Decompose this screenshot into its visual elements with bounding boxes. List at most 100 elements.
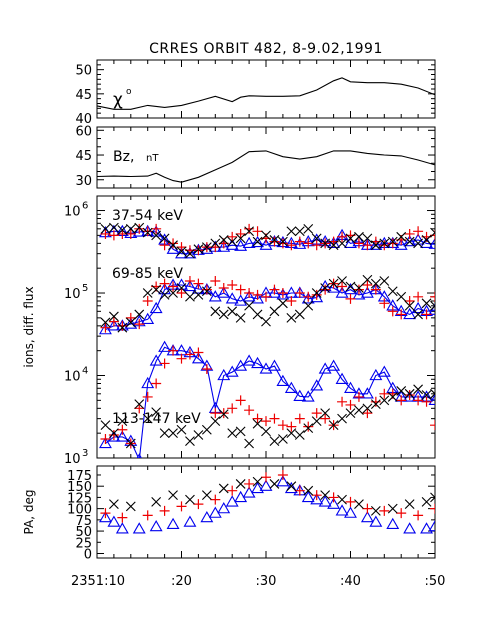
flux-plus-point	[142, 226, 153, 237]
flux-plus-point	[108, 430, 119, 441]
pa-plus-point	[379, 505, 390, 516]
flux-triangle-point	[335, 372, 349, 384]
bz-series-line	[97, 150, 435, 183]
flux-x-point	[413, 309, 423, 320]
chi-data	[97, 77, 435, 110]
flux-x-point	[379, 395, 390, 406]
flux-x-point	[286, 428, 297, 439]
pa-triangle-point	[420, 522, 433, 534]
bz-ytick-label: 60	[75, 124, 92, 139]
flux-plus-point	[252, 413, 263, 424]
flux-x-point	[109, 311, 119, 322]
flux-x-point	[404, 388, 415, 399]
flux-x-point	[421, 235, 432, 245]
pa-plus-point	[413, 510, 424, 521]
flux-plus-point	[108, 230, 119, 241]
flux-plus-point	[151, 378, 162, 389]
flux-x-point	[362, 233, 373, 244]
flux-x-point	[311, 416, 322, 427]
pa-triangle-point	[259, 479, 273, 491]
pa-plus-point	[277, 469, 288, 480]
flux-triangle-point	[344, 381, 357, 393]
flux-x-point	[261, 316, 271, 327]
flux-plus-point	[404, 390, 415, 401]
flux-plus-point	[100, 228, 111, 239]
pa-triangle-point	[284, 481, 298, 494]
flux-plus-point	[168, 238, 179, 249]
pa-ytick-label: 150	[67, 480, 92, 495]
flux-x-point	[278, 434, 288, 444]
pa-plus-point	[159, 505, 170, 516]
x-tick-label: :30	[256, 574, 277, 589]
x-tick-label: :40	[340, 574, 361, 589]
pa-x-point	[269, 479, 280, 489]
flux-x-point	[354, 231, 364, 242]
flux-triangle-point	[183, 279, 197, 292]
flux-plus-point	[303, 421, 314, 432]
flux-triangle-point	[276, 288, 290, 300]
pa-x-point	[109, 499, 119, 510]
flux-triangle-point	[251, 292, 264, 304]
flux-plus-point	[320, 284, 331, 295]
flux-plus-point	[142, 391, 153, 402]
flux-triangle-point	[141, 376, 155, 389]
bz-label: Bz,	[113, 149, 134, 165]
x-tick-label: :50	[425, 574, 446, 589]
flux-plus-point	[396, 309, 407, 320]
pa-plus-point	[261, 472, 271, 483]
flux-plus-point	[261, 416, 271, 427]
flux-triangle-point	[428, 393, 435, 406]
flux-x-point	[252, 236, 263, 247]
flux-x-point	[387, 236, 398, 247]
flux-plus-point	[337, 281, 348, 292]
flux-x-point	[252, 418, 263, 429]
flux-plus-point	[413, 291, 424, 302]
pa-triangle-point	[276, 475, 290, 487]
flux-plus-point	[269, 236, 280, 247]
flux-plus-point	[125, 228, 136, 239]
pa-x-point	[235, 479, 246, 489]
bz-panel: 30 45 60 Bz, nT	[75, 124, 436, 189]
flux-x-point	[337, 276, 347, 286]
flux-triangle-point	[217, 240, 231, 252]
flux-triangle-point	[191, 352, 205, 364]
pa-ytick-label: 50	[75, 525, 92, 540]
flux-x-point	[210, 238, 221, 249]
chi-ytick-label: 45	[75, 88, 92, 103]
pa-plus-point	[100, 508, 111, 519]
flux-plus-point	[184, 349, 195, 360]
flux-x-point	[151, 284, 162, 295]
flux-x-point	[303, 300, 314, 311]
flux-x-point	[370, 240, 381, 251]
flux-x-point	[345, 233, 356, 244]
flux-ytick-exponent: 3	[82, 448, 88, 459]
pa-plus-point	[227, 485, 238, 496]
flux-plus-point	[353, 391, 364, 402]
flux-plus-point	[235, 395, 246, 406]
flux-plus-point	[244, 288, 255, 299]
pa-x-point	[303, 485, 314, 496]
flux-triangle-point	[242, 236, 256, 249]
flux-plus-point	[294, 236, 305, 247]
flux-triangle-point	[428, 303, 435, 315]
flux-plus-point	[294, 288, 305, 299]
flux-triangle-point	[301, 292, 315, 304]
flux-plus-point	[404, 296, 415, 307]
flux-x-point	[303, 223, 314, 234]
flux-x-point	[278, 298, 288, 309]
flux-x-point	[303, 423, 314, 434]
bz-ytick-label: 30	[75, 174, 92, 189]
flux-x-point	[185, 248, 195, 259]
flux-x-point	[117, 225, 128, 235]
channel-label: 69-85 keV	[112, 266, 183, 282]
flux-plus-point	[227, 280, 238, 291]
pa-x-point	[125, 501, 136, 512]
flux-x-point	[100, 420, 111, 431]
flux-triangle-point	[369, 238, 383, 250]
flux-plus-point	[142, 296, 153, 307]
flux-plus-point	[134, 223, 145, 234]
flux-x-point	[320, 283, 331, 293]
flux-plus-point	[277, 238, 288, 249]
flux-plus-point	[176, 242, 187, 253]
